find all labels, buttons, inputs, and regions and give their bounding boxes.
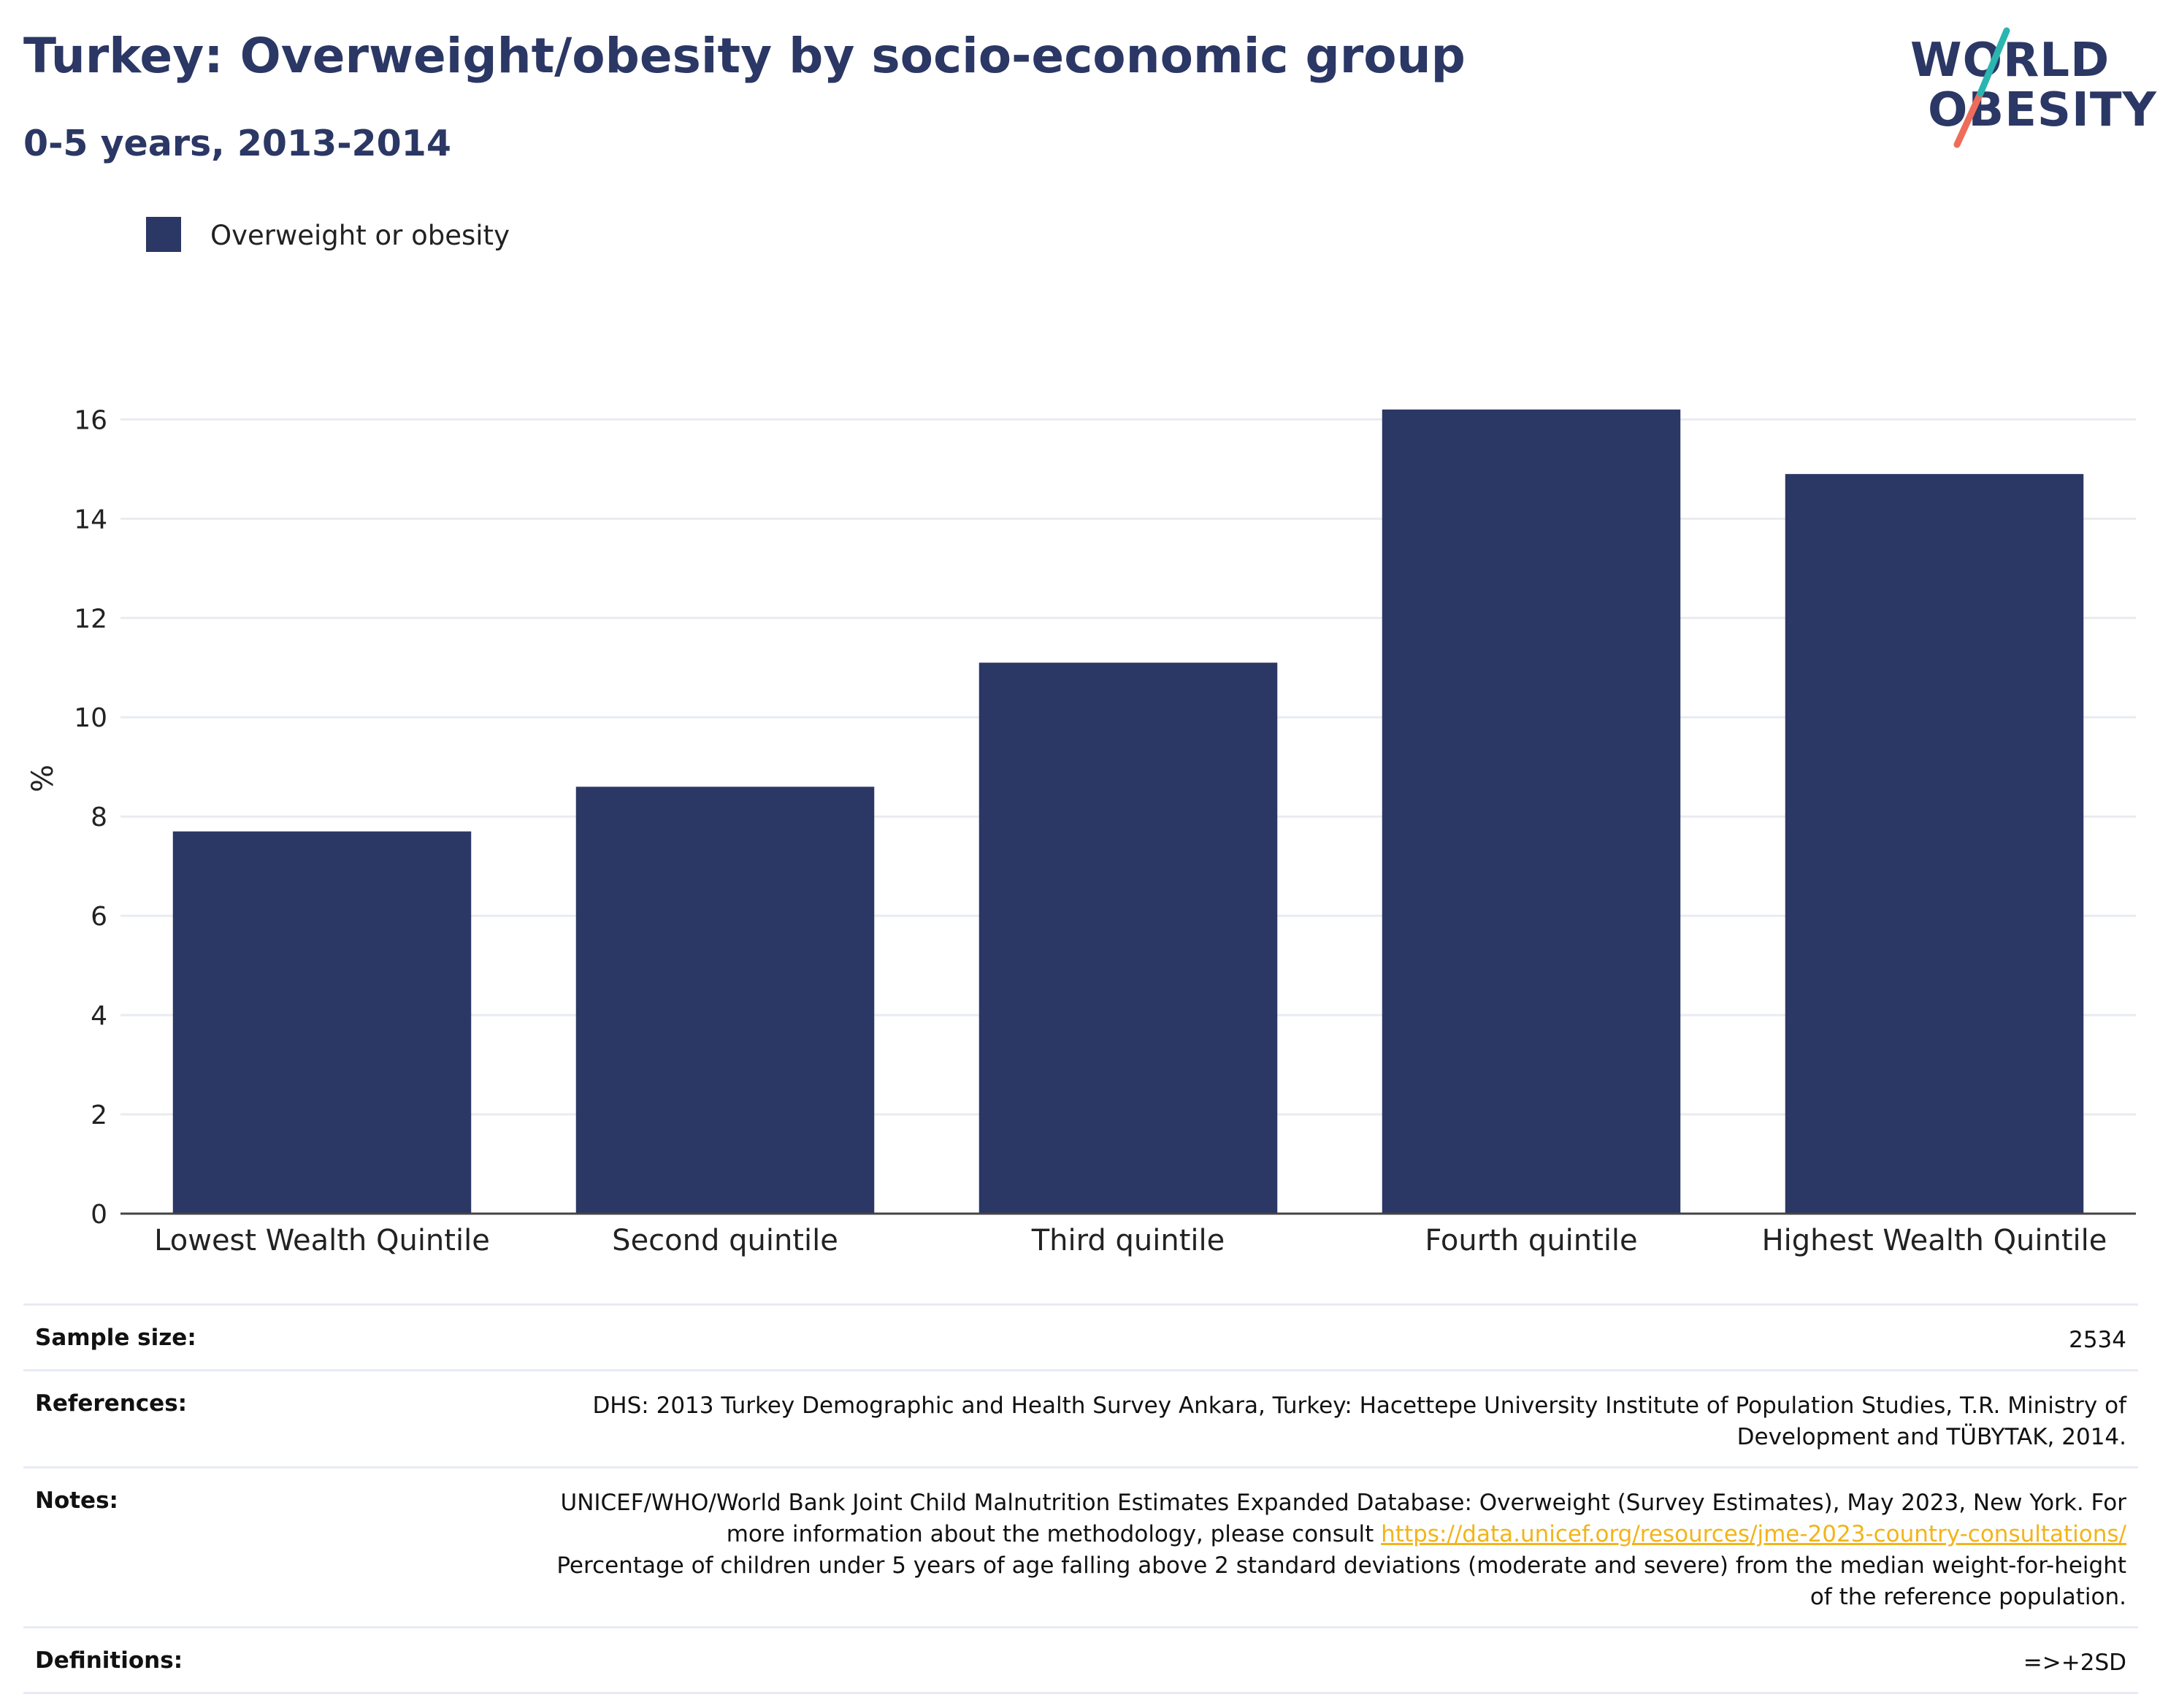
x-tick-label: Second quintile	[612, 1224, 838, 1257]
notes-link[interactable]: https://data.unicef.org/resources/jme-20…	[1381, 1521, 2126, 1547]
references-label: References:	[35, 1390, 188, 1417]
sample-size-value: 2534	[2069, 1327, 2126, 1353]
notes-value: UNICEF/WHO/World Bank Joint Child Malnut…	[535, 1468, 2138, 1626]
definitions-row: Definitions: =>+2SD	[23, 1626, 2138, 1694]
y-tick-label: 0	[91, 1200, 107, 1230]
bar	[978, 662, 1278, 1214]
x-tick-label: Highest Wealth Quintile	[1762, 1224, 2107, 1257]
bar	[1382, 409, 1681, 1214]
bar	[575, 786, 875, 1214]
definitions-value: =>+2SD	[2023, 1650, 2126, 1676]
references-value: DHS: 2013 Turkey Demographic and Health …	[592, 1393, 2126, 1450]
y-tick-label: 6	[91, 902, 107, 932]
y-tick-label: 14	[74, 505, 107, 535]
bar	[1785, 474, 2084, 1214]
y-tick-label: 16	[74, 405, 107, 435]
world-obesity-logo: WORLD OBESITY	[1899, 20, 2156, 152]
notes-text-1: UNICEF/WHO/World Bank Joint Child Malnut…	[560, 1490, 2127, 1547]
y-axis-label: %	[26, 764, 60, 792]
sample-size-row: Sample size: 2534	[23, 1303, 2138, 1369]
y-tick-label: 8	[91, 803, 107, 832]
logo-word-1: WORLD	[1910, 34, 2110, 88]
sample-size-label: Sample size:	[35, 1325, 196, 1351]
references-row: References: DHS: 2013 Turkey Demographic…	[23, 1369, 2138, 1466]
legend-swatch	[146, 217, 181, 252]
bar-chart: 0 2 4 6 8 10 12 14 16 Lowest Wealth Quintile Secon…	[74, 405, 2136, 1257]
x-tick-label: Lowest Wealth Quintile	[154, 1224, 490, 1257]
y-tick-label: 10	[74, 703, 107, 733]
notes-label: Notes:	[35, 1487, 118, 1514]
legend-label: Overweight or obesity	[210, 220, 510, 251]
x-tick-label: Fourth quintile	[1425, 1224, 1637, 1257]
definitions-label: Definitions:	[35, 1647, 183, 1674]
chart-title: Turkey: Overweight/obesity by socio-econ…	[23, 28, 1466, 84]
logo-slash-icon	[1953, 27, 2010, 148]
y-tick-label: 2	[91, 1100, 107, 1130]
notes-text-2: Percentage of children under 5 years of …	[556, 1552, 2126, 1610]
info-table: Sample size: 2534 References: DHS: 2013 …	[23, 1303, 2138, 1694]
chart-subtitle: 0-5 years, 2013-2014	[23, 123, 451, 164]
notes-row: Notes: UNICEF/WHO/World Bank Joint Child…	[23, 1466, 2138, 1626]
x-tick-label: Third quintile	[1031, 1224, 1225, 1257]
y-tick-label: 4	[91, 1001, 107, 1031]
y-tick-label: 12	[74, 604, 107, 634]
bar	[172, 831, 472, 1214]
